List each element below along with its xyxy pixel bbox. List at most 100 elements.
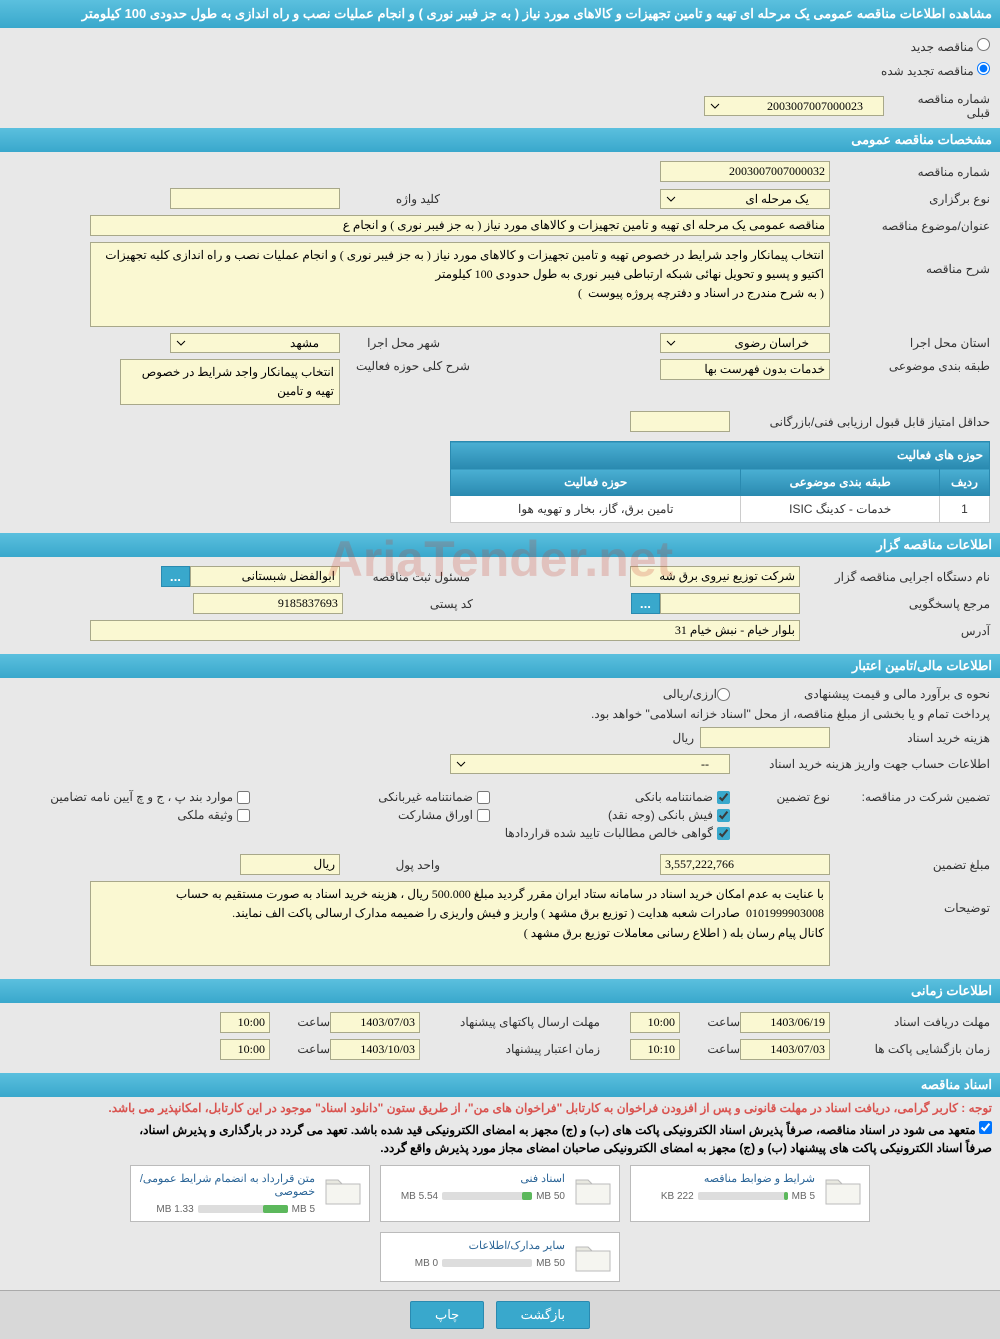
address-label: آدرس [800,624,990,638]
radio-new[interactable] [977,38,990,51]
notes-label: توضیحات [830,881,990,915]
doc-title: سایر مدارک/اطلاعات [387,1239,565,1252]
commit-checkbox[interactable] [979,1121,992,1134]
progress-fill [522,1192,532,1200]
desc-textarea[interactable] [90,242,830,327]
doc-card[interactable]: متن قرارداد به انضمام شرایط عمومی/خصوصی … [130,1165,370,1222]
estimate-label: نحوه ی برآورد مالی و قیمت پیشنهادی [730,687,990,701]
opening-time[interactable] [630,1039,680,1060]
radio-renewed[interactable] [977,62,990,75]
time-label-4: ساعت [270,1042,330,1056]
scope-desc-field[interactable] [120,359,340,405]
registrar-field[interactable] [190,566,340,587]
province-label: استان محل اجرا [830,336,990,350]
doc-card[interactable]: اسناد فنی 50 MB 5.54 MB [380,1165,620,1222]
receive-date[interactable] [740,1012,830,1033]
folder-icon [573,1172,613,1208]
chk-nonbank[interactable] [477,791,490,804]
validity-label: زمان اعتبار پیشنهاد [420,1042,600,1056]
table-row: 1 خدمات - کدینگ ISIC تامین برق، گاز، بخا… [451,496,990,523]
city-label: شهر محل اجرا [340,336,440,350]
section-timing: اطلاعات زمانی [0,979,1000,1003]
time-label-1: ساعت [680,1015,740,1029]
subject-field[interactable] [90,215,830,236]
keyword-field[interactable] [170,188,340,209]
validity-time[interactable] [220,1039,270,1060]
account-info-select[interactable]: -- [450,754,730,774]
responder-label: مرجع پاسخگویی [800,597,990,611]
currency-option-label: ارزی/ریالی [663,687,717,701]
chk-receivables[interactable] [717,827,730,840]
doc-title: اسناد فنی [387,1172,565,1185]
validity-date[interactable] [330,1039,420,1060]
tender-number-label: شماره مناقصه [830,165,990,179]
progress-fill [784,1192,788,1200]
org-field[interactable] [630,566,800,587]
receive-deadline-label: مهلت دریافت اسناد [830,1015,990,1029]
chk-property[interactable] [237,809,250,822]
responder-field[interactable] [660,593,800,614]
chk-bonds[interactable] [477,809,490,822]
notes-textarea[interactable] [90,881,830,966]
prev-number-select[interactable]: 2003007007000023 [704,96,884,116]
postal-field[interactable] [193,593,343,614]
progress-track [198,1205,288,1213]
doc-card[interactable]: سایر مدارک/اطلاعات 50 MB 0 MB [380,1232,620,1282]
type-label: نوع برگزاری [830,192,990,206]
guarantee-label: تضمین شرکت در مناقصه: [830,790,990,804]
print-button[interactable]: چاپ [410,1301,484,1329]
folder-icon [823,1172,863,1208]
doc-size: 0 MB [415,1258,438,1269]
attention-text: توجه : کاربر گرامی، دریافت اسناد در مهلت… [0,1097,1000,1119]
province-select[interactable]: خراسان رضوی [660,333,830,353]
guarantee-type-label: نوع تضمین [730,790,830,804]
address-field[interactable] [90,620,800,641]
status-new-row: مناقصه جدید [10,34,990,58]
status-renewed-row: مناقصه تجدید شده [10,58,990,82]
submit-date[interactable] [330,1012,420,1033]
col-scope: حوزه فعالیت [451,469,741,496]
desc-label: شرح مناقصه [830,242,990,276]
time-label-3: ساعت [680,1042,740,1056]
receive-time[interactable] [630,1012,680,1033]
opening-label: زمان بازگشایی پاکت ها [830,1042,990,1056]
registrar-lookup-button[interactable]: ... [161,566,190,587]
folder-icon [573,1239,613,1275]
category-field[interactable] [660,359,830,380]
submit-time[interactable] [220,1012,270,1033]
account-info-label: اطلاعات حساب جهت واریز هزینه خرید اسناد [730,757,990,771]
chk-cash[interactable] [717,809,730,822]
purchase-cost-field[interactable] [700,727,830,748]
doc-title: متن قرارداد به انضمام شرایط عمومی/خصوصی [137,1172,315,1198]
progress-track [442,1259,532,1267]
amount-field[interactable] [660,854,830,875]
section-financial: اطلاعات مالی/تامین اعتبار [0,654,1000,678]
back-button[interactable]: بازگشت [496,1301,590,1329]
doc-size: 222 KB [661,1191,694,1202]
city-select[interactable]: مشهد [170,333,340,353]
doc-limit: 50 MB [536,1258,565,1269]
currency-radio[interactable] [717,688,730,701]
section-tenderer: اطلاعات مناقصه گزار [0,533,1000,557]
treasury-note: پرداخت تمام و یا بخشی از مبلغ مناقصه، از… [591,707,990,721]
purchase-cost-label: هزینه خرید اسناد [830,731,990,745]
commit-text-2: صرفاً اسناد الکترونیکی پاکت های پیشنهاد … [0,1139,1000,1157]
opening-date[interactable] [740,1039,830,1060]
tender-number-field[interactable] [660,161,830,182]
footer: بازگشت چاپ [0,1290,1000,1339]
doc-limit: 5 MB [792,1191,815,1202]
doc-card[interactable]: شرایط و ضوابط مناقصه 5 MB 222 KB [630,1165,870,1222]
progress-track [442,1192,532,1200]
chk-bank[interactable] [717,791,730,804]
chk-clauses[interactable] [237,791,250,804]
col-row: ردیف [940,469,990,496]
min-score-field[interactable] [630,411,730,432]
org-label: نام دستگاه اجرایی مناقصه گزار [800,570,990,584]
rial-unit: ریال [672,731,700,745]
category-label: طبقه بندی موضوعی [830,359,990,373]
responder-lookup-button[interactable]: ... [631,593,660,614]
type-select[interactable]: یک مرحله ای [660,189,830,209]
min-score-label: حداقل امتیاز قابل قبول ارزیابی فنی/بازرگ… [730,415,990,429]
prev-number-label: شماره مناقصه قبلی [890,92,990,120]
currency-field[interactable] [240,854,340,875]
